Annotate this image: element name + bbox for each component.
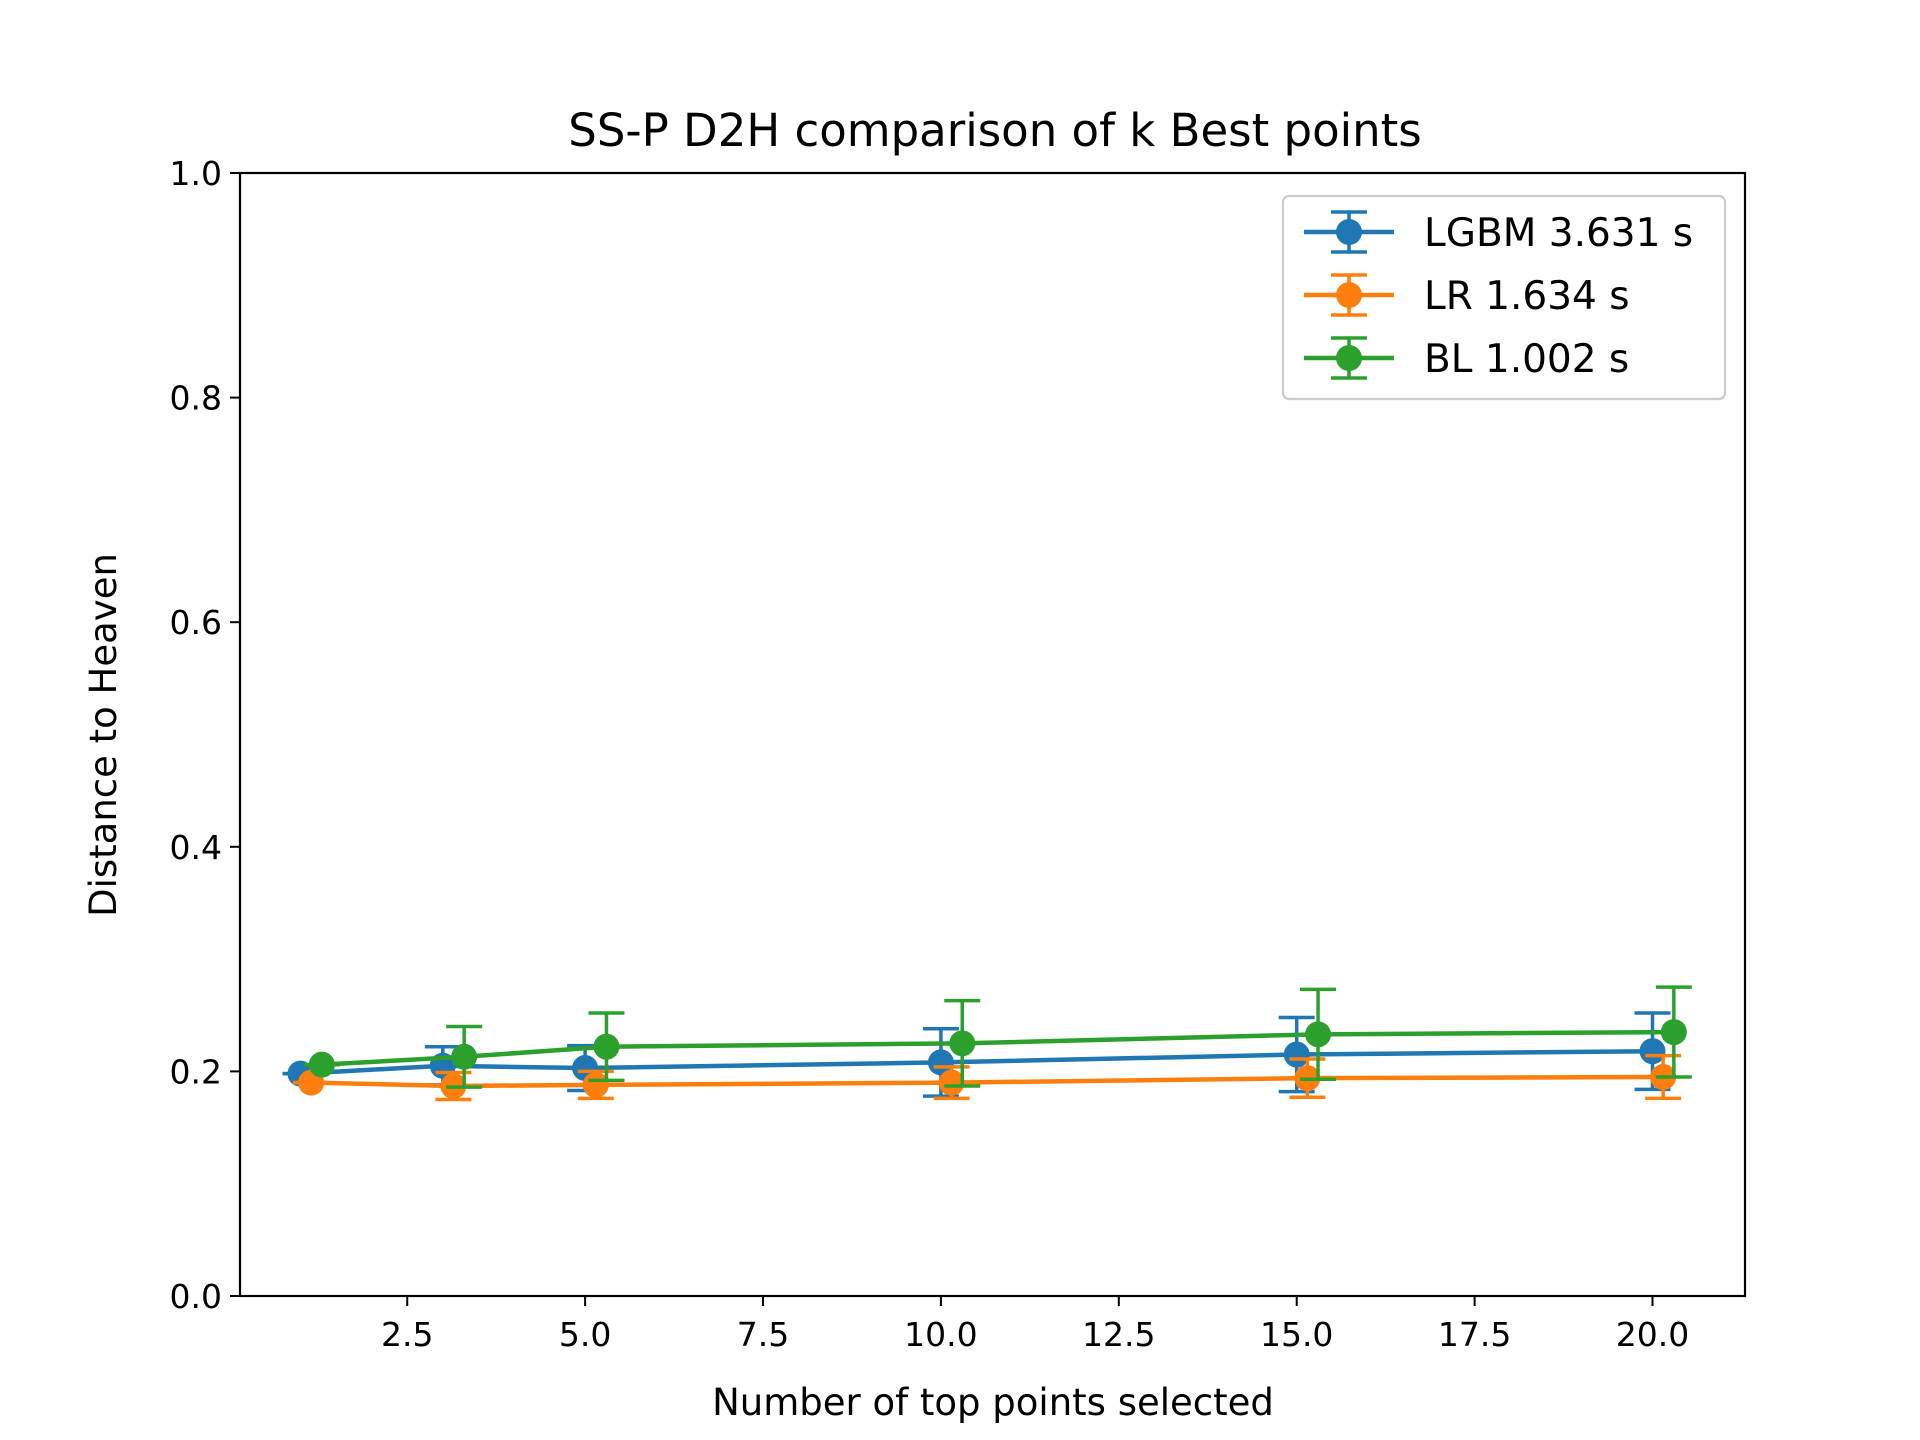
data-point — [1305, 1021, 1332, 1048]
data-point — [1639, 1038, 1666, 1065]
chart-title: SS-P D2H comparison of k Best points — [568, 104, 1421, 157]
series-2 — [293, 1053, 1682, 1102]
y-tick-label: 0.8 — [170, 379, 222, 418]
data-point — [1660, 1019, 1687, 1046]
data-point — [927, 1049, 954, 1076]
legend-marker — [1336, 345, 1362, 371]
plot-area — [282, 985, 1692, 1102]
series-1 — [282, 1011, 1671, 1098]
data-point — [593, 1033, 620, 1060]
legend-label: LGBM 3.631 s — [1424, 211, 1693, 256]
y-tick-label: 0.0 — [170, 1277, 222, 1316]
legend-marker — [1336, 282, 1362, 308]
axes-frame — [238, 171, 1747, 1298]
axis-ticks: 2.5 5.0 7.5 10.0 12.5 15.0 17.5 20.0 0.0 0.2 0.4 0.… — [170, 154, 1690, 1354]
x-tick-label: 12.5 — [1082, 1315, 1155, 1354]
y-tick-label: 0.2 — [170, 1052, 222, 1091]
y-tick-label: 0.4 — [170, 828, 222, 867]
data-point — [1283, 1041, 1310, 1068]
legend-marker — [1336, 219, 1362, 245]
series-line — [311, 1074, 1664, 1089]
x-tick-label: 7.5 — [737, 1315, 789, 1354]
series-line — [300, 1048, 1653, 1076]
series-line — [321, 1029, 1674, 1067]
legend-label: LR 1.634 s — [1424, 274, 1630, 319]
x-tick-label: 20.0 — [1616, 1315, 1689, 1354]
y-tick-label: 0.6 — [170, 603, 222, 642]
x-tick-label: 2.5 — [381, 1315, 433, 1354]
x-tick-label: 17.5 — [1438, 1315, 1511, 1354]
data-point — [582, 1071, 609, 1098]
data-point — [308, 1051, 335, 1078]
y-tick-label: 1.0 — [170, 154, 222, 193]
x-tick-label: 10.0 — [904, 1315, 977, 1354]
x-tick-label: 5.0 — [559, 1315, 611, 1354]
legend-box — [1281, 194, 1727, 401]
data-point — [451, 1043, 478, 1070]
data-point — [949, 1030, 976, 1057]
legend-label: BL 1.002 s — [1424, 337, 1629, 382]
data-point — [938, 1069, 965, 1096]
legend: LGBM 3.631 s LR 1.634 s BL 1.002 s — [1281, 194, 1727, 401]
x-tick-label: 15.0 — [1260, 1315, 1333, 1354]
y-axis-title: Distance to Heaven — [82, 553, 125, 917]
x-axis-title: Number of top points selected — [712, 1381, 1274, 1424]
series-3 — [303, 985, 1692, 1089]
